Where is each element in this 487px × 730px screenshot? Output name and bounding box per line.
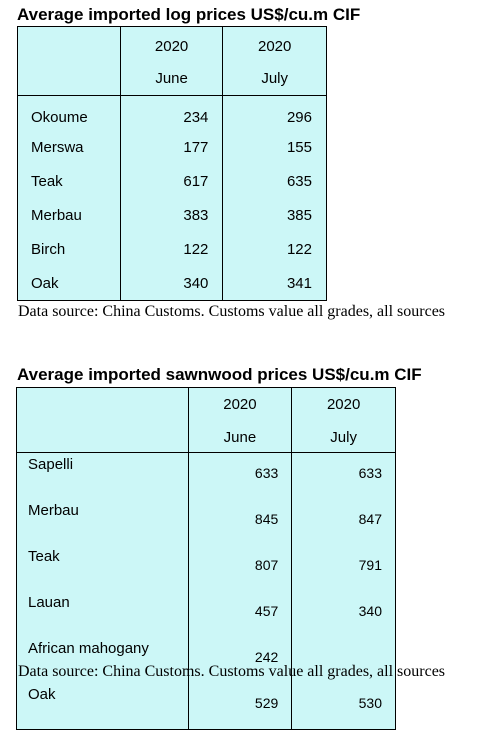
log-prices-source-note: Data source: China Customs. Customs valu… <box>18 303 446 320</box>
june-price-cell: 633 <box>187 452 293 499</box>
july-price-cell: 847 <box>291 499 396 545</box>
july-price-cell: 530 <box>291 683 396 730</box>
species-cell: Merswa <box>17 130 121 164</box>
species-cell: Okoume <box>17 95 121 130</box>
header-june: 2020 June <box>119 26 224 96</box>
header-july: 2020 July <box>222 26 327 96</box>
july-price-cell: 122 <box>222 232 327 266</box>
june-price-cell: 234 <box>119 95 224 130</box>
header-month: June <box>155 70 188 87</box>
table-row: Okoume 234 296 <box>17 95 327 130</box>
header-blank-cell <box>17 26 121 96</box>
header-month: July <box>330 429 357 446</box>
july-price-cell: 340 <box>291 591 396 637</box>
table-row: Oak 529 530 <box>16 683 396 730</box>
header-month: July <box>261 70 289 87</box>
header-year: 2020 <box>326 396 361 413</box>
june-price-cell: 340 <box>119 266 224 301</box>
july-price-cell: 296 <box>222 95 327 130</box>
table-row: Teak 807 791 <box>16 545 396 591</box>
june-price-cell: 845 <box>187 499 293 545</box>
table-row: Teak 617 635 <box>17 164 327 198</box>
june-price-cell: 177 <box>119 130 224 164</box>
table-header-row: 2020 June 2020 July <box>17 26 327 96</box>
sawnwood-prices-table: 2020 June 2020 July Sapelli 633 633 Merb… <box>16 387 396 730</box>
header-year: 2020 <box>258 38 292 55</box>
table-header-row: 2020 June 2020 July <box>16 387 396 453</box>
log-prices-title: Average imported log prices US$/cu.m CIF <box>17 5 361 24</box>
species-cell: Teak <box>17 164 121 198</box>
species-cell: Oak <box>17 266 121 301</box>
july-price-cell: 635 <box>222 164 327 198</box>
species-cell: Teak <box>16 545 189 591</box>
table-row: Merswa 177 155 <box>17 130 327 164</box>
june-price-cell: 122 <box>119 232 224 266</box>
july-price-cell: 341 <box>222 266 327 301</box>
table-row: Oak 340 341 <box>17 266 327 301</box>
species-cell: Lauan <box>16 591 189 637</box>
table-row: African mahogany 242 <box>16 637 396 683</box>
species-cell: African mahogany <box>16 637 189 683</box>
species-cell: Oak <box>16 683 189 730</box>
header-year: 2020 <box>154 38 189 55</box>
table-row: Sapelli 633 633 <box>16 452 396 499</box>
table-row: Lauan 457 340 <box>16 591 396 637</box>
table-row: Merbau 383 385 <box>17 198 327 232</box>
june-price-cell: 529 <box>187 683 293 730</box>
june-price-cell: 807 <box>187 545 293 591</box>
july-price-cell <box>291 637 396 683</box>
june-price-cell: 242 <box>187 637 293 683</box>
table-row: Birch 122 122 <box>17 232 327 266</box>
header-month: June <box>223 429 257 446</box>
june-price-cell: 383 <box>119 198 224 232</box>
july-price-cell: 155 <box>222 130 327 164</box>
july-price-cell: 385 <box>222 198 327 232</box>
june-price-cell: 457 <box>187 591 293 637</box>
table-row: Merbau 845 847 <box>16 499 396 545</box>
header-blank-cell <box>16 387 189 453</box>
header-year: 2020 <box>223 396 257 413</box>
july-price-cell: 633 <box>291 452 396 499</box>
sawnwood-prices-title: Average imported sawnwood prices US$/cu.… <box>17 365 422 384</box>
sawnwood-prices-source-note: Data source: China Customs. Customs valu… <box>18 663 446 680</box>
species-cell: Sapelli <box>16 452 189 499</box>
species-cell: Merbau <box>16 499 189 545</box>
july-price-cell: 791 <box>291 545 396 591</box>
log-prices-table: 2020 June 2020 July Okoume 234 296 Mersw… <box>17 26 327 301</box>
species-cell: Birch <box>17 232 121 266</box>
species-cell: Merbau <box>17 198 121 232</box>
header-july: 2020 July <box>291 387 396 453</box>
june-price-cell: 617 <box>119 164 224 198</box>
header-june: 2020 June <box>187 387 293 453</box>
